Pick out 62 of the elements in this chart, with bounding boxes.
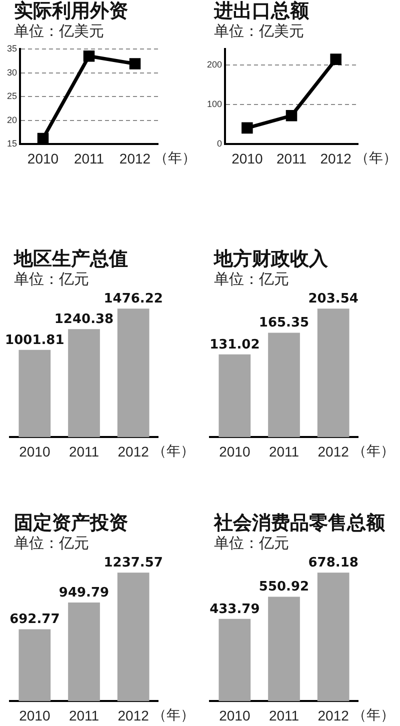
- y-tick-label: 200: [206, 59, 222, 70]
- x-tick-label: 2012: [318, 707, 350, 724]
- y-tick-label: 25: [6, 91, 18, 102]
- x-axis-title: （年）: [154, 150, 196, 167]
- point: [129, 58, 141, 70]
- point: [286, 110, 298, 122]
- x-tick-label: 2011: [68, 707, 100, 724]
- x-tick-label: 2010: [219, 707, 250, 724]
- data-label: 1001.81: [5, 332, 64, 348]
- chart-title: 地方财政收入: [214, 248, 329, 270]
- chart-title: 固定资产投资: [14, 512, 129, 534]
- y-tick-label: 100: [206, 99, 222, 110]
- chart-title: 地区生产总值: [14, 248, 129, 270]
- x-axis-title: （年）: [354, 150, 397, 167]
- chart-subtitle: 单位：亿美元: [214, 22, 305, 40]
- chart-title: 实际利用外资: [14, 0, 129, 22]
- data-label: 692.77: [10, 612, 60, 628]
- x-tick-label: 2011: [74, 150, 104, 166]
- data-label: 165.35: [258, 316, 310, 331]
- x-tick-label: 2011: [268, 707, 300, 724]
- point: [242, 122, 253, 134]
- x-tick-label: 2011: [68, 443, 100, 460]
- data-label: 949.79: [58, 585, 110, 600]
- data-label: 1237.57: [104, 555, 163, 570]
- x-tick-label: 2010: [19, 443, 50, 460]
- y-tick-label: 15: [6, 138, 18, 149]
- chart-subtitle: 单位：亿元: [214, 270, 290, 288]
- chart-title: 进出口总额: [214, 0, 310, 22]
- data-label: 433.79: [210, 602, 260, 617]
- chart-title: 社会消费品零售总额: [214, 512, 386, 534]
- chart-subtitle: 单位：亿元: [14, 270, 90, 288]
- chart-subtitle: 单位：亿元: [14, 534, 90, 552]
- y-tick-label: 35: [6, 43, 18, 54]
- x-tick-label: 2012: [320, 150, 352, 166]
- point: [330, 54, 342, 65]
- x-tick-label: 2010: [219, 443, 250, 460]
- y-tick-label: 0: [217, 138, 222, 149]
- data-label: 550.92: [258, 580, 310, 595]
- x-tick-label: 2012: [318, 443, 350, 460]
- data-label: 203.54: [308, 291, 358, 306]
- data-label: 131.02: [210, 337, 260, 352]
- point: [83, 50, 95, 62]
- x-tick-label: 2012: [119, 150, 151, 166]
- x-axis-title: （年）: [352, 444, 394, 460]
- point: [37, 132, 49, 144]
- y-tick-label: 20: [6, 114, 18, 125]
- data-label: 1476.22: [104, 291, 163, 306]
- x-tick-label: 2012: [118, 707, 150, 724]
- x-axis-title: （年）: [152, 708, 194, 724]
- x-tick-label: 2010: [232, 150, 263, 166]
- x-tick-label: 2010: [19, 707, 50, 724]
- chart-subtitle: 单位：亿美元: [14, 22, 105, 40]
- x-axis-title: （年）: [152, 444, 194, 460]
- data-label: 1240.38: [54, 312, 114, 328]
- x-tick-label: 2012: [118, 443, 150, 460]
- data-label: 678.18: [308, 555, 358, 570]
- x-tick-label: 2010: [27, 150, 59, 166]
- y-tick-label: 30: [6, 67, 18, 78]
- chart-subtitle: 单位：亿元: [214, 534, 290, 552]
- x-tick-label: 2011: [276, 150, 307, 166]
- x-tick-label: 2011: [268, 443, 300, 460]
- x-axis-title: （年）: [352, 708, 394, 724]
